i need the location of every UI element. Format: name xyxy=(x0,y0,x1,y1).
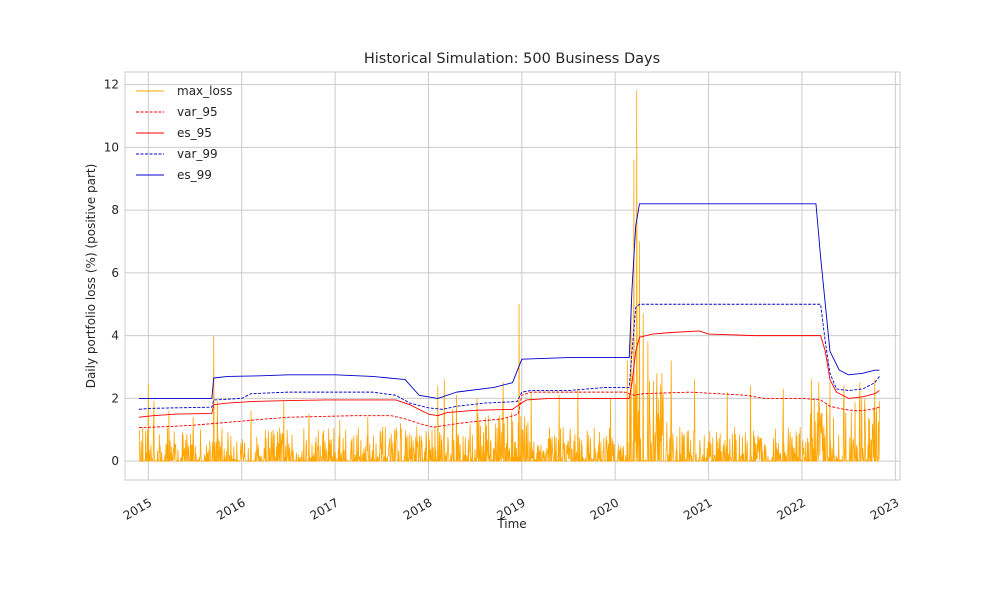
series-line-max-loss xyxy=(138,90,880,462)
x-axis-label: Time xyxy=(496,517,526,531)
y-tick-label: 6 xyxy=(111,266,119,280)
y-tick-label: 2 xyxy=(111,391,119,405)
y-axis-label: Daily portfolio loss (%) (positive part) xyxy=(84,164,98,389)
legend-entry-es-95: es_95 xyxy=(177,126,212,140)
series-line-var-99 xyxy=(138,303,880,410)
plot-area xyxy=(124,71,901,481)
y-tick-label: 0 xyxy=(111,454,119,468)
series-line-var-95 xyxy=(138,391,880,429)
legend-entry-max-loss: max_loss xyxy=(177,84,232,98)
legend-entry-var-99: var_99 xyxy=(177,147,218,161)
legend-entry-es-99: es_99 xyxy=(177,168,212,182)
series-line-es-99 xyxy=(139,203,880,399)
y-tick-label: 12 xyxy=(104,78,119,92)
series-line-es-95 xyxy=(138,330,880,418)
chart-title: Historical Simulation: 500 Business Days xyxy=(364,51,660,67)
y-tick-label: 8 xyxy=(111,203,119,217)
y-tick-label: 4 xyxy=(111,329,119,343)
series-layer xyxy=(138,90,880,462)
y-tick-label: 10 xyxy=(104,140,119,154)
legend-entry-var-95: var_95 xyxy=(177,105,218,119)
legend: max_loss var_95 es_95 var_99 es_99 xyxy=(136,84,232,182)
